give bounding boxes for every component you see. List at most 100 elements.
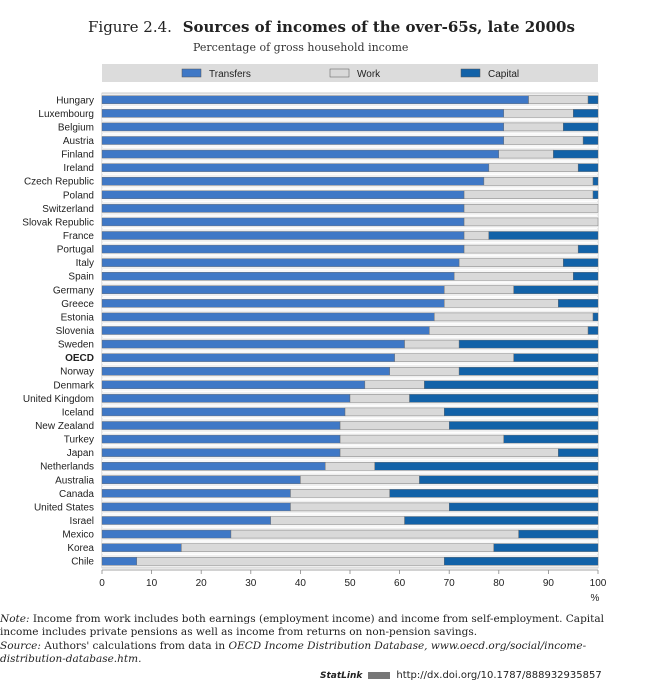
statlink-url[interactable]: http://dx.doi.org/10.1787/888932935857 <box>396 670 602 681</box>
x-tick-label: 0 <box>99 578 105 589</box>
bar-transfers <box>101 190 465 199</box>
bar-capital <box>449 421 599 430</box>
bar-work <box>181 543 495 552</box>
bar-capital <box>458 339 599 349</box>
bar-transfers <box>101 272 455 281</box>
category-label: Mexico <box>62 530 94 541</box>
bar-capital <box>404 516 599 525</box>
figure-subtitle: Percentage of gross household income <box>193 41 409 54</box>
bar-capital <box>518 529 599 539</box>
bar-work <box>290 489 390 498</box>
bar-capital <box>488 231 599 240</box>
figure-title: Figure 2.4. Sources of incomes of the ov… <box>88 18 628 36</box>
stacked-bar-chart: Transfers Work Capital Hungary Luxembourg Bel… <box>22 64 607 604</box>
figure-title-text: Sources of incomes of the over-65s, late… <box>182 18 575 36</box>
bar-work <box>339 434 504 444</box>
bar-transfers <box>101 448 341 457</box>
category-label: Finland <box>61 150 94 161</box>
category-label: Slovak Republic <box>22 217 94 228</box>
bar-work <box>444 285 514 294</box>
bar-work <box>444 299 559 308</box>
category-label: Turkey <box>64 435 94 446</box>
bar-transfers <box>101 177 485 186</box>
bar-work <box>488 163 579 172</box>
x-tick-label: 10 <box>146 578 158 589</box>
category-label: United Kingdom <box>23 394 94 405</box>
bar-transfers <box>101 462 326 471</box>
bar-capital <box>553 149 599 159</box>
bar-work <box>349 394 410 403</box>
bar-work <box>483 177 594 186</box>
bar-work <box>270 516 405 525</box>
bar-work <box>463 190 594 199</box>
note-label: Note: <box>0 613 30 625</box>
bar-transfers <box>101 231 465 240</box>
bar-transfers <box>101 489 291 498</box>
bar-work <box>230 529 519 539</box>
legend-swatch-capital <box>460 68 481 78</box>
category-label: Norway <box>60 367 94 378</box>
bar-capital <box>592 312 599 322</box>
source: Source: Authors' calculations from data … <box>0 640 640 666</box>
bar-transfers <box>101 421 341 430</box>
bar-work <box>136 557 445 566</box>
bar-transfers <box>101 407 346 417</box>
note: Note: Income from work includes both ear… <box>0 613 640 639</box>
bar-work <box>339 421 450 430</box>
x-tick-label: 30 <box>245 578 257 589</box>
category-label: Korea <box>67 543 94 554</box>
bar-transfers <box>101 557 137 566</box>
bar-work <box>463 231 490 240</box>
x-tick-label: 100 <box>590 578 607 589</box>
bar-capital <box>563 122 599 132</box>
bar-transfers <box>101 394 351 403</box>
bar-capital <box>493 543 599 552</box>
x-tick-label: 40 <box>295 578 307 589</box>
bar-transfers <box>101 312 435 322</box>
category-label: Netherlands <box>40 462 94 473</box>
bar-work <box>463 217 599 227</box>
bar-work <box>389 367 460 376</box>
bar-transfers <box>101 299 445 308</box>
legend-label-transfers: Transfers <box>209 69 251 80</box>
source-label: Source: <box>0 640 41 652</box>
note-text: Income from work includes both earnings … <box>0 613 604 638</box>
legend-label-work: Work <box>357 69 381 80</box>
bar-capital <box>592 177 599 186</box>
bar-work <box>344 407 445 417</box>
bar-transfers <box>101 529 232 539</box>
bar-capital <box>563 258 599 267</box>
legend-swatch-transfers <box>181 68 202 78</box>
bar-capital <box>513 353 599 362</box>
legend-background <box>102 64 598 82</box>
category-label: Israel <box>70 516 94 527</box>
bar-work <box>300 475 420 484</box>
category-label: Canada <box>59 489 94 500</box>
category-label: Estonia <box>61 312 95 323</box>
category-label: Slovenia <box>56 326 95 337</box>
bar-transfers <box>101 516 271 525</box>
bar-work <box>503 122 564 132</box>
bar-transfers <box>101 339 405 349</box>
category-label: Italy <box>76 258 94 269</box>
bar-transfers <box>101 149 499 159</box>
bar-capital <box>419 475 599 484</box>
bar-transfers <box>101 475 301 484</box>
bar-work <box>429 326 589 335</box>
bar-capital <box>582 136 599 145</box>
bar-capital <box>449 502 599 512</box>
bar-capital <box>577 244 599 254</box>
category-label: New Zealand <box>35 421 94 432</box>
bar-work <box>528 95 589 104</box>
bar-work <box>364 380 425 389</box>
category-label: Greece <box>61 299 94 310</box>
figure-number: Figure 2.4. <box>88 18 172 36</box>
category-label: Austria <box>63 136 95 147</box>
bar-transfers <box>101 285 445 294</box>
bar-work <box>453 272 574 281</box>
bar-capital <box>409 394 599 403</box>
x-tick-label: 70 <box>444 578 456 589</box>
bar-capital <box>587 326 599 335</box>
legend-label-capital: Capital <box>488 69 519 80</box>
category-label: Portugal <box>57 245 94 256</box>
